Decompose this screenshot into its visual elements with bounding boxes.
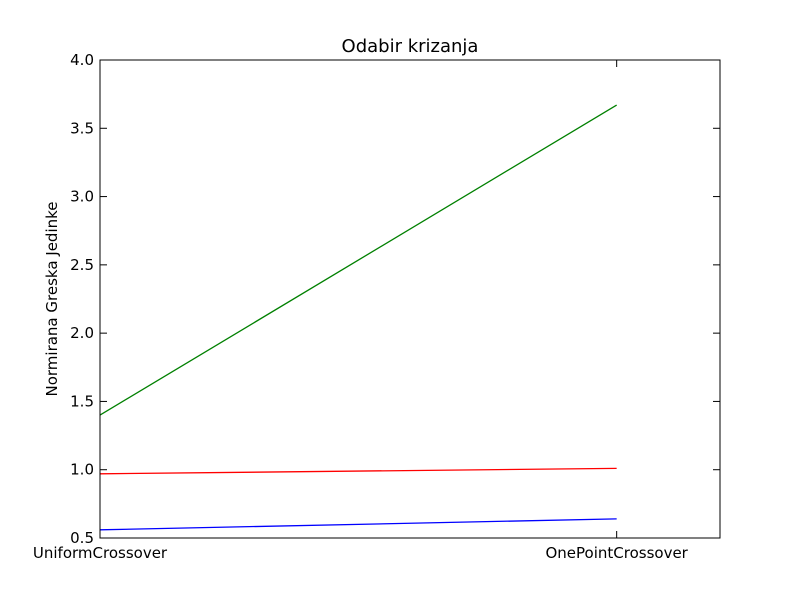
y-tick-label: 4.0 [70,51,94,69]
x-tick-label: UniformCrossover [33,544,168,562]
y-tick-label: 2.5 [70,256,94,274]
x-tick-label: OnePointCrossover [545,544,688,562]
y-tick-label: 1.0 [70,461,94,479]
series-line-2 [99,467,617,475]
y-axis-label: Normirana Greska Jedinke [43,201,61,396]
plot-frame [99,59,721,539]
series-layer [99,104,618,531]
y-tick-label: 0.5 [70,529,94,547]
series-line-1 [99,518,617,531]
y-tick-label: 1.5 [70,392,94,410]
chart-title: Odabir krizanja [342,36,479,57]
y-tick-label: 3.0 [70,188,94,206]
y-tick-label: 2.0 [70,324,94,342]
tick-layer: 0.5 1.0 1.5 2.0 2.5 3.0 3.5 4.0 UniformCrossover… [33,51,720,562]
y-tick-label: 3.5 [70,119,94,137]
series-line-3 [99,104,618,416]
